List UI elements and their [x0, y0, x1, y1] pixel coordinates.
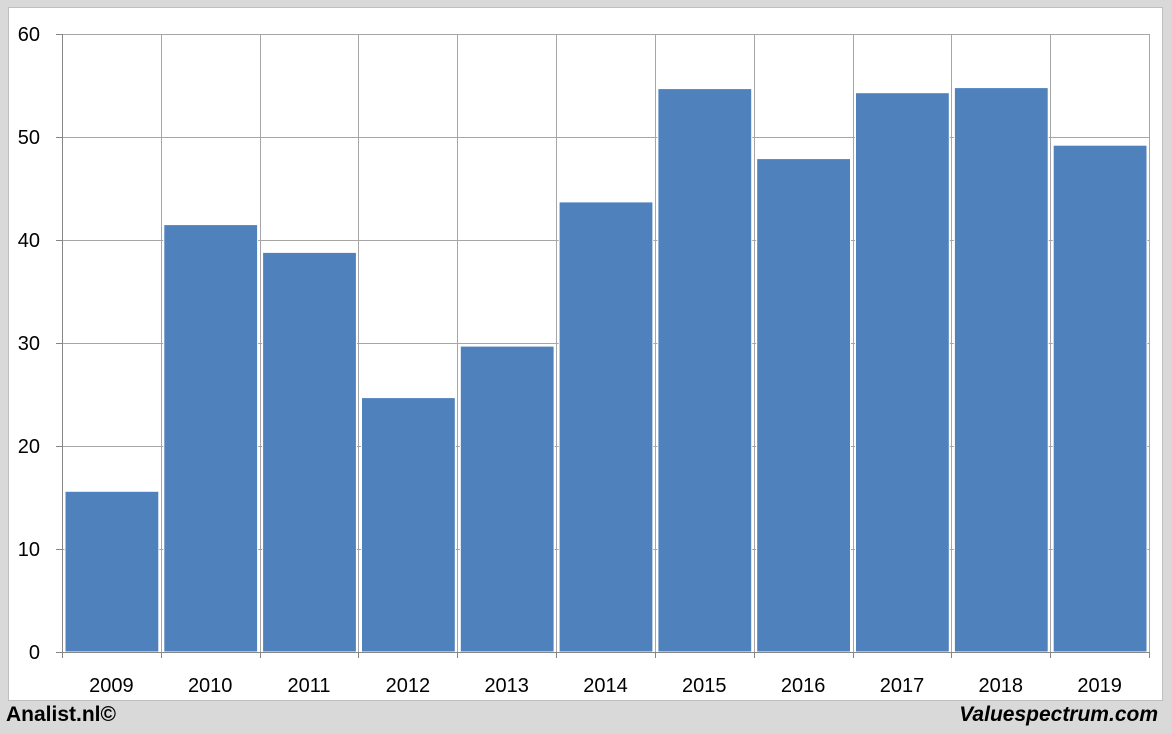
- axes: 0 10 20 30 40 50 60 2009 2010 2011 2012 2013 2014 201…: [18, 24, 1150, 697]
- x-tick-label: 2011: [287, 675, 330, 697]
- bar-2013: [459, 345, 555, 653]
- x-tick-label: 2019: [1077, 675, 1122, 697]
- x-tick-label: 2014: [583, 675, 628, 697]
- x-tick-label: 2017: [880, 675, 925, 697]
- footer-brand-left: Analist.nl©: [6, 703, 116, 726]
- bar-2012: [361, 397, 456, 653]
- bar-2010: [163, 224, 259, 653]
- x-tick-label: 2016: [781, 675, 826, 697]
- y-tick-label: 40: [18, 230, 40, 252]
- bar-2014: [558, 201, 654, 653]
- bar-2018: [953, 87, 1049, 653]
- x-tick-label: 2009: [89, 675, 134, 697]
- x-tick-label: 2010: [188, 675, 233, 697]
- bar-2017: [855, 92, 950, 653]
- x-tick-label: 2018: [979, 675, 1024, 697]
- y-tick-label: 0: [29, 642, 40, 664]
- bars: [64, 87, 1148, 653]
- bar-2011: [262, 251, 357, 653]
- y-tick-label: 60: [18, 24, 40, 46]
- x-tick-label: 2013: [484, 675, 529, 697]
- y-tick-label: 50: [18, 127, 40, 149]
- y-tick-label: 20: [18, 436, 40, 458]
- x-tick-label: 2015: [682, 675, 727, 697]
- x-tick-label: 2012: [386, 675, 431, 697]
- bar-2016: [756, 158, 852, 653]
- bar-2009: [64, 490, 160, 653]
- footer-brand-right: Valuespectrum.com: [959, 703, 1158, 726]
- bar-2019: [1052, 144, 1148, 653]
- y-tick-label: 10: [18, 539, 40, 561]
- y-tick-label: 30: [18, 333, 40, 355]
- bar-2015: [657, 88, 753, 653]
